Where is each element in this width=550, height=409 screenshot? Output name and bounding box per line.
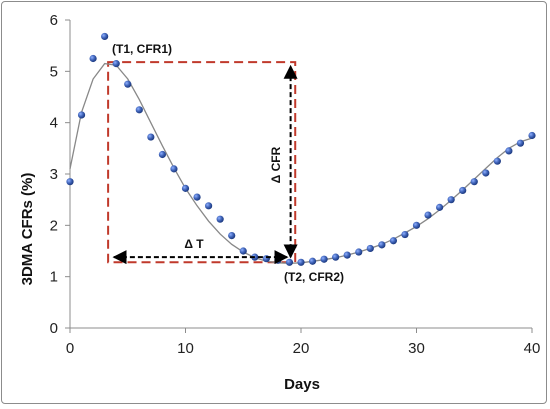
data-point [101, 32, 109, 41]
data-point [470, 178, 478, 186]
data-points [66, 32, 536, 266]
y-axis-label: 3DMA CFRs (%) [19, 173, 36, 286]
data-point [228, 232, 236, 240]
red-dashed-box [107, 61, 297, 264]
data-point [528, 131, 536, 140]
data-point [193, 193, 201, 201]
fit-curve [69, 62, 533, 264]
data-point [205, 202, 213, 210]
data-point [158, 150, 166, 159]
t1-cfr1-annotation: (T1, CFR1) [112, 42, 172, 56]
data-point [401, 230, 409, 239]
data-point [89, 54, 97, 63]
x-axis-label: Days [284, 376, 320, 393]
data-point [239, 247, 247, 255]
data-point [216, 215, 224, 223]
t2-cfr2-annotation: (T2, CFR2) [284, 270, 344, 284]
data-point [516, 139, 525, 147]
data-point [366, 244, 374, 253]
y-tick-label: 3 [50, 166, 58, 183]
highlight-box [107, 61, 297, 264]
x-tick-label: 0 [66, 340, 74, 357]
axes [65, 19, 533, 333]
x-tick-label: 30 [408, 340, 425, 357]
data-point [436, 203, 444, 211]
x-tick-label: 10 [177, 340, 194, 357]
data-point [424, 211, 432, 219]
data-point [308, 257, 317, 265]
data-point [355, 248, 363, 256]
data-point [389, 237, 397, 245]
x-tick-label: 20 [293, 340, 310, 357]
data-point [147, 133, 155, 141]
chart-frame: 0 10 20 30 40 0 1 2 3 4 5 6 3DMA CFRs (%) Days (T1,… [1, 1, 547, 404]
data-point [412, 221, 421, 229]
data-point [170, 165, 178, 173]
data-point [135, 106, 143, 114]
data-point [459, 186, 467, 195]
tick-labels: 0 10 20 30 40 0 1 2 3 4 5 6 [50, 12, 541, 357]
data-point [447, 196, 455, 204]
y-tick-label: 2 [50, 217, 58, 234]
y-tick-label: 1 [50, 269, 58, 286]
x-tick-label: 40 [524, 340, 541, 357]
delta-cfr-label: Δ CFR [269, 146, 283, 183]
fit-curve-layer [69, 62, 533, 264]
y-tick-label: 0 [50, 320, 58, 337]
y-tick-label: 5 [50, 63, 58, 80]
data-point [112, 60, 120, 68]
data-point [505, 147, 513, 155]
data-point [285, 258, 294, 266]
y-tick-label: 6 [50, 12, 58, 29]
data-point [493, 157, 501, 165]
data-point [181, 184, 190, 192]
delta-arrows [112, 64, 298, 265]
data-point [124, 80, 132, 88]
delta-t-label: Δ T [184, 237, 204, 251]
data-point [378, 241, 386, 249]
data-point [343, 251, 351, 259]
y-tick-label: 4 [50, 115, 58, 132]
data-point [66, 178, 74, 186]
data-point [332, 253, 340, 261]
data-point [320, 255, 328, 263]
data-point [297, 258, 305, 266]
data-point [77, 111, 86, 119]
data-point [482, 169, 490, 177]
